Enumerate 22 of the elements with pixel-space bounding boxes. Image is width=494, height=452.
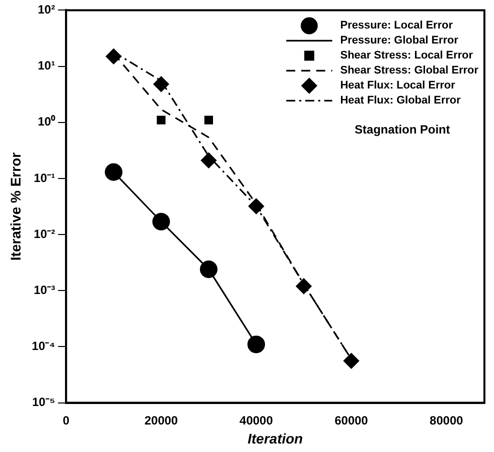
legend-label: Heat Flux: Global Error	[340, 94, 462, 107]
x-tick-label: 80000	[430, 413, 464, 428]
y-tick-label: 10¹	[38, 58, 56, 73]
y-tick-label: 10⁻⁵	[32, 395, 56, 410]
y-tick-label: 10⁻²	[34, 226, 56, 241]
x-tick-label: 60000	[334, 413, 368, 428]
y-tick-label: 10⁻¹	[34, 170, 56, 185]
legend-label: Shear Stress: Local Error	[340, 50, 474, 62]
x-tick-label: 0	[62, 413, 70, 428]
legend-label: Heat Flux: Local Error	[340, 80, 456, 92]
y-tick-label: 10⁻⁴	[32, 339, 56, 354]
legend-label: Pressure: Global Error	[340, 34, 459, 47]
legend-label: Shear Stress: Global Error	[340, 64, 480, 77]
y-axis-title: Iterative % Error	[7, 152, 24, 261]
y-tick-label: 10⁻³	[34, 282, 56, 297]
x-tick-label: 20000	[144, 413, 178, 428]
annotation: Stagnation Point	[354, 122, 450, 137]
y-tick-label: 10⁰	[38, 114, 56, 129]
y-tick-label: 10²	[38, 2, 56, 17]
legend-label: Pressure: Local Error	[340, 20, 454, 32]
x-tick-label: 40000	[240, 413, 274, 428]
x-axis-title: Iteration	[248, 430, 303, 446]
